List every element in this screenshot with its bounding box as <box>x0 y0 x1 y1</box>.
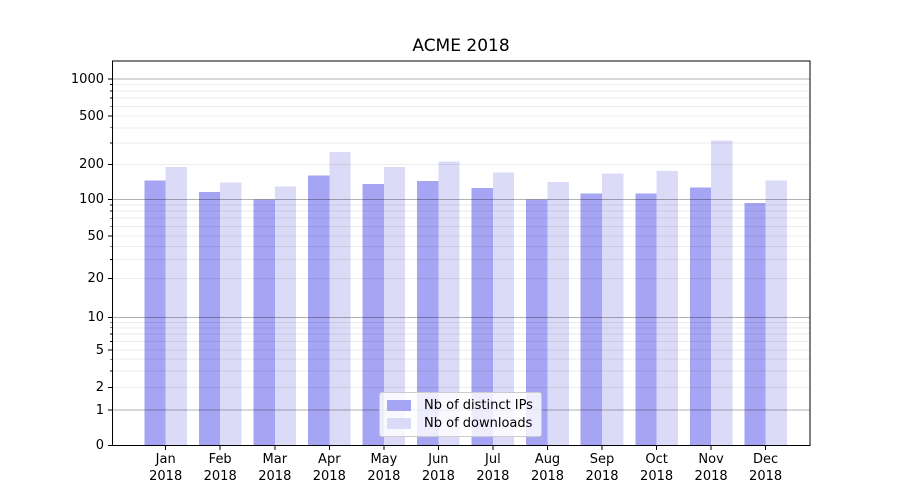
bar-downloads-mar <box>274 186 297 446</box>
x-tick-month: May <box>370 452 398 467</box>
x-tick-label-aug: Aug 2018 <box>516 452 580 485</box>
x-tick-year: 2018 <box>258 468 292 484</box>
x-tick-year: 2018 <box>203 468 237 484</box>
y-tick-label-1: 1 <box>95 402 104 418</box>
bar-downloads-jun <box>438 161 460 446</box>
x-tick-label-mar: Mar 2018 <box>243 452 307 485</box>
legend-swatch-downloads-icon <box>387 418 411 429</box>
legend-swatch-distinct-ips-icon <box>387 400 411 411</box>
bar-distinct-ips-may <box>362 183 384 446</box>
legend-label-distinct-ips: Nb of distinct IPs <box>424 398 533 413</box>
y-tick-label-5: 5 <box>95 342 104 358</box>
bar-distinct-ips-mar <box>253 199 275 446</box>
bar-downloads-apr <box>329 152 351 446</box>
x-tick-label-sep: Sep 2018 <box>570 452 634 485</box>
x-tick-year: 2018 <box>530 468 565 484</box>
x-tick-month: Jan <box>155 452 176 467</box>
x-tick-month: Sep <box>589 452 615 467</box>
x-tick-label-dec: Dec 2018 <box>734 452 798 485</box>
legend: Nb of distinct IPs Nb of downloads <box>379 392 542 437</box>
x-tick-month: Mar <box>262 452 288 467</box>
bar-distinct-ips-oct <box>635 193 657 446</box>
legend-item-distinct-ips: Nb of distinct IPs <box>387 398 533 413</box>
bar-downloads-dec <box>765 180 787 446</box>
bar-distinct-ips-feb <box>198 192 221 446</box>
x-tick-month: Aug <box>534 452 561 467</box>
bar-downloads-jul <box>492 172 515 446</box>
y-axis-tick-labels: 1000 500 200 100 50 20 10 5 2 1 0 <box>34 0 104 500</box>
y-tick-label-500: 500 <box>79 108 104 124</box>
bar-distinct-ips-aug <box>526 199 548 446</box>
x-tick-label-jul: Jul 2018 <box>461 452 525 485</box>
x-tick-label-feb: Feb 2018 <box>188 452 252 485</box>
x-tick-month: Oct <box>645 452 668 467</box>
x-tick-month: Jun <box>428 452 449 467</box>
x-tick-month: Feb <box>208 452 232 467</box>
bar-downloads-aug <box>547 182 569 446</box>
x-tick-month: Dec <box>753 452 779 467</box>
x-tick-month: Apr <box>318 452 341 467</box>
x-tick-label-nov: Nov 2018 <box>679 452 743 485</box>
y-tick-label-2: 2 <box>95 380 104 396</box>
y-tick-label-50: 50 <box>87 228 104 244</box>
x-tick-year: 2018 <box>694 468 728 484</box>
x-tick-year: 2018 <box>476 468 510 484</box>
bar-downloads-oct <box>656 170 678 446</box>
legend-label-downloads: Nb of downloads <box>424 416 533 431</box>
chart-title: ACME 2018 <box>412 36 510 56</box>
bar-downloads-jan <box>165 166 187 446</box>
bar-distinct-ips-apr <box>308 175 330 446</box>
y-tick-label-100: 100 <box>79 191 104 207</box>
x-tick-year: 2018 <box>421 468 455 484</box>
x-tick-year: 2018 <box>640 468 674 484</box>
x-tick-year: 2018 <box>367 468 401 484</box>
y-tick-label-1000: 1000 <box>70 71 104 87</box>
y-tick-label-200: 200 <box>79 156 104 172</box>
bar-distinct-ips-jan <box>144 180 166 446</box>
x-tick-label-oct: Oct 2018 <box>625 452 689 485</box>
bar-distinct-ips-jun <box>417 181 439 446</box>
bar-downloads-nov <box>711 140 733 446</box>
x-tick-month: Jul <box>485 452 501 467</box>
bar-distinct-ips-sep <box>580 193 602 446</box>
bar-distinct-ips-dec <box>744 203 766 446</box>
x-tick-month: Nov <box>698 452 724 467</box>
x-tick-label-may: May 2018 <box>352 452 416 485</box>
y-tick-label-10: 10 <box>87 309 104 325</box>
bar-distinct-ips-jul <box>471 188 493 446</box>
x-tick-year: 2018 <box>149 468 183 484</box>
y-tick-label-0: 0 <box>95 438 104 454</box>
x-tick-label-apr: Apr 2018 <box>297 452 361 485</box>
bar-downloads-feb <box>220 182 242 446</box>
y-tick-label-20: 20 <box>87 270 104 286</box>
bar-downloads-sep <box>602 173 624 446</box>
x-tick-year: 2018 <box>312 468 346 484</box>
bar-distinct-ips-nov <box>689 187 712 446</box>
x-tick-year: 2018 <box>585 468 619 484</box>
plot-frame <box>112 60 811 447</box>
x-tick-year: 2018 <box>749 468 783 484</box>
legend-item-downloads: Nb of downloads <box>387 416 533 431</box>
bar-downloads-may <box>383 166 406 446</box>
x-tick-label-jun: Jun 2018 <box>406 452 470 485</box>
x-tick-label-jan: Jan 2018 <box>134 452 198 485</box>
